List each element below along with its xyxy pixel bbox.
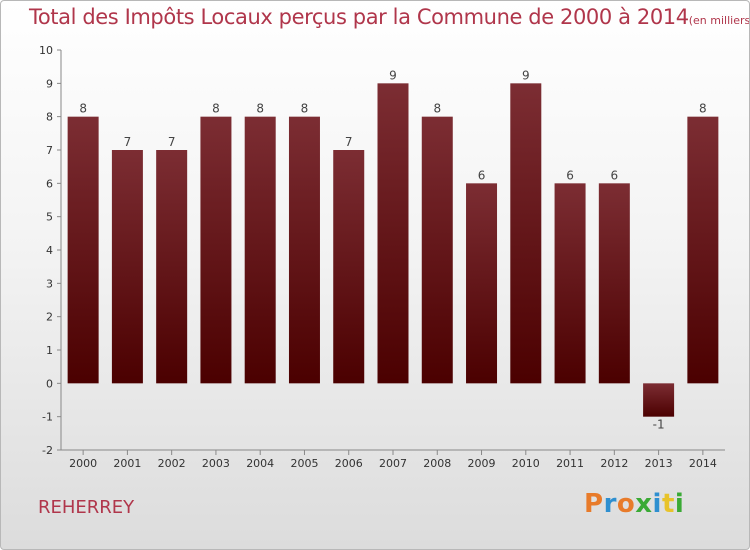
bar-2011 <box>554 183 586 384</box>
value-label-2008: 8 <box>433 102 441 116</box>
value-label-2013: -1 <box>653 418 665 432</box>
x-tick-label-2013: 2013 <box>645 457 673 470</box>
x-tick-label-2008: 2008 <box>423 457 451 470</box>
x-tick-label-2009: 2009 <box>468 457 496 470</box>
y-tick-label: 0 <box>46 377 53 390</box>
value-label-2000: 8 <box>79 102 87 116</box>
bar-2012 <box>598 183 630 384</box>
y-tick-label: 1 <box>46 344 53 357</box>
bar-2010 <box>510 83 542 384</box>
x-tick-label-2000: 2000 <box>69 457 97 470</box>
value-label-2002: 7 <box>168 135 176 149</box>
x-tick-label-2011: 2011 <box>556 457 584 470</box>
y-tick-label: 3 <box>46 277 53 290</box>
brand-letter: P <box>584 489 604 519</box>
value-label-2010: 9 <box>522 68 530 82</box>
chart-title: Total des Impôts Locaux perçus par la Co… <box>29 5 750 29</box>
y-tick-label: 5 <box>46 211 53 224</box>
x-tick-label-2006: 2006 <box>335 457 363 470</box>
bars <box>67 83 719 417</box>
brand-letter: r <box>603 489 617 519</box>
brand-letter: i <box>674 489 685 519</box>
bar-2002 <box>156 150 188 384</box>
x-tick-label-2005: 2005 <box>290 457 318 470</box>
y-tick-label: 6 <box>46 177 53 190</box>
commune-name: REHERREY <box>38 497 135 518</box>
brand-letter: t <box>661 489 675 519</box>
value-label-2014: 8 <box>699 102 707 116</box>
bar-2014 <box>687 116 719 384</box>
bar-2008 <box>421 116 453 384</box>
x-tick-label-2014: 2014 <box>689 457 717 470</box>
x-tick-label-2012: 2012 <box>600 457 628 470</box>
x-tick-label-2001: 2001 <box>113 457 141 470</box>
brand-letter: x <box>635 489 653 519</box>
bar-2013 <box>643 383 675 417</box>
x-tick-label-2010: 2010 <box>512 457 540 470</box>
x-tick-label-2007: 2007 <box>379 457 407 470</box>
value-label-2009: 6 <box>478 168 486 182</box>
value-label-2011: 6 <box>566 168 574 182</box>
y-tick-label: 7 <box>46 144 53 157</box>
brand-letter: o <box>616 489 636 519</box>
value-label-2012: 6 <box>611 168 619 182</box>
value-label-2007: 9 <box>389 68 397 82</box>
bar-2006 <box>333 150 365 384</box>
y-tick-label: -2 <box>42 444 53 457</box>
bar-2009 <box>466 183 498 384</box>
y-tick-label: 10 <box>39 44 53 57</box>
x-tick-label-2002: 2002 <box>158 457 186 470</box>
value-label-2004: 8 <box>256 102 264 116</box>
y-tick-label: 8 <box>46 111 53 124</box>
y-tick-label: -1 <box>42 411 53 424</box>
bar-2007 <box>377 83 409 384</box>
value-label-2006: 7 <box>345 135 353 149</box>
bar-2000 <box>67 116 99 384</box>
value-label-2003: 8 <box>212 102 220 116</box>
axes: -2 -1 0 1 2 3 4 5 6 7 8 9 10 2000 2001 2002 2003 2004 2005… <box>39 44 725 470</box>
bar-2005 <box>288 116 320 384</box>
brand-letter: i <box>652 489 662 519</box>
chart-title-unit: (en milliers d'€) <box>688 14 750 27</box>
bar-2003 <box>200 116 232 384</box>
y-tick-label: 4 <box>46 244 53 257</box>
data-labels: 8 7 7 8 8 8 7 9 8 6 9 6 6 -1 8 <box>79 68 706 431</box>
chart-title-main: Total des Impôts Locaux perçus par la Co… <box>29 5 689 29</box>
value-label-2001: 7 <box>124 135 132 149</box>
bar-2004 <box>244 116 276 384</box>
y-tick-label: 2 <box>46 311 53 324</box>
y-tick-label: 9 <box>46 77 53 90</box>
x-tick-label-2003: 2003 <box>202 457 230 470</box>
proxiti-logo: Proxiti <box>584 489 684 519</box>
value-label-2005: 8 <box>301 102 309 116</box>
bar-2001 <box>111 150 143 384</box>
x-tick-label-2004: 2004 <box>246 457 274 470</box>
